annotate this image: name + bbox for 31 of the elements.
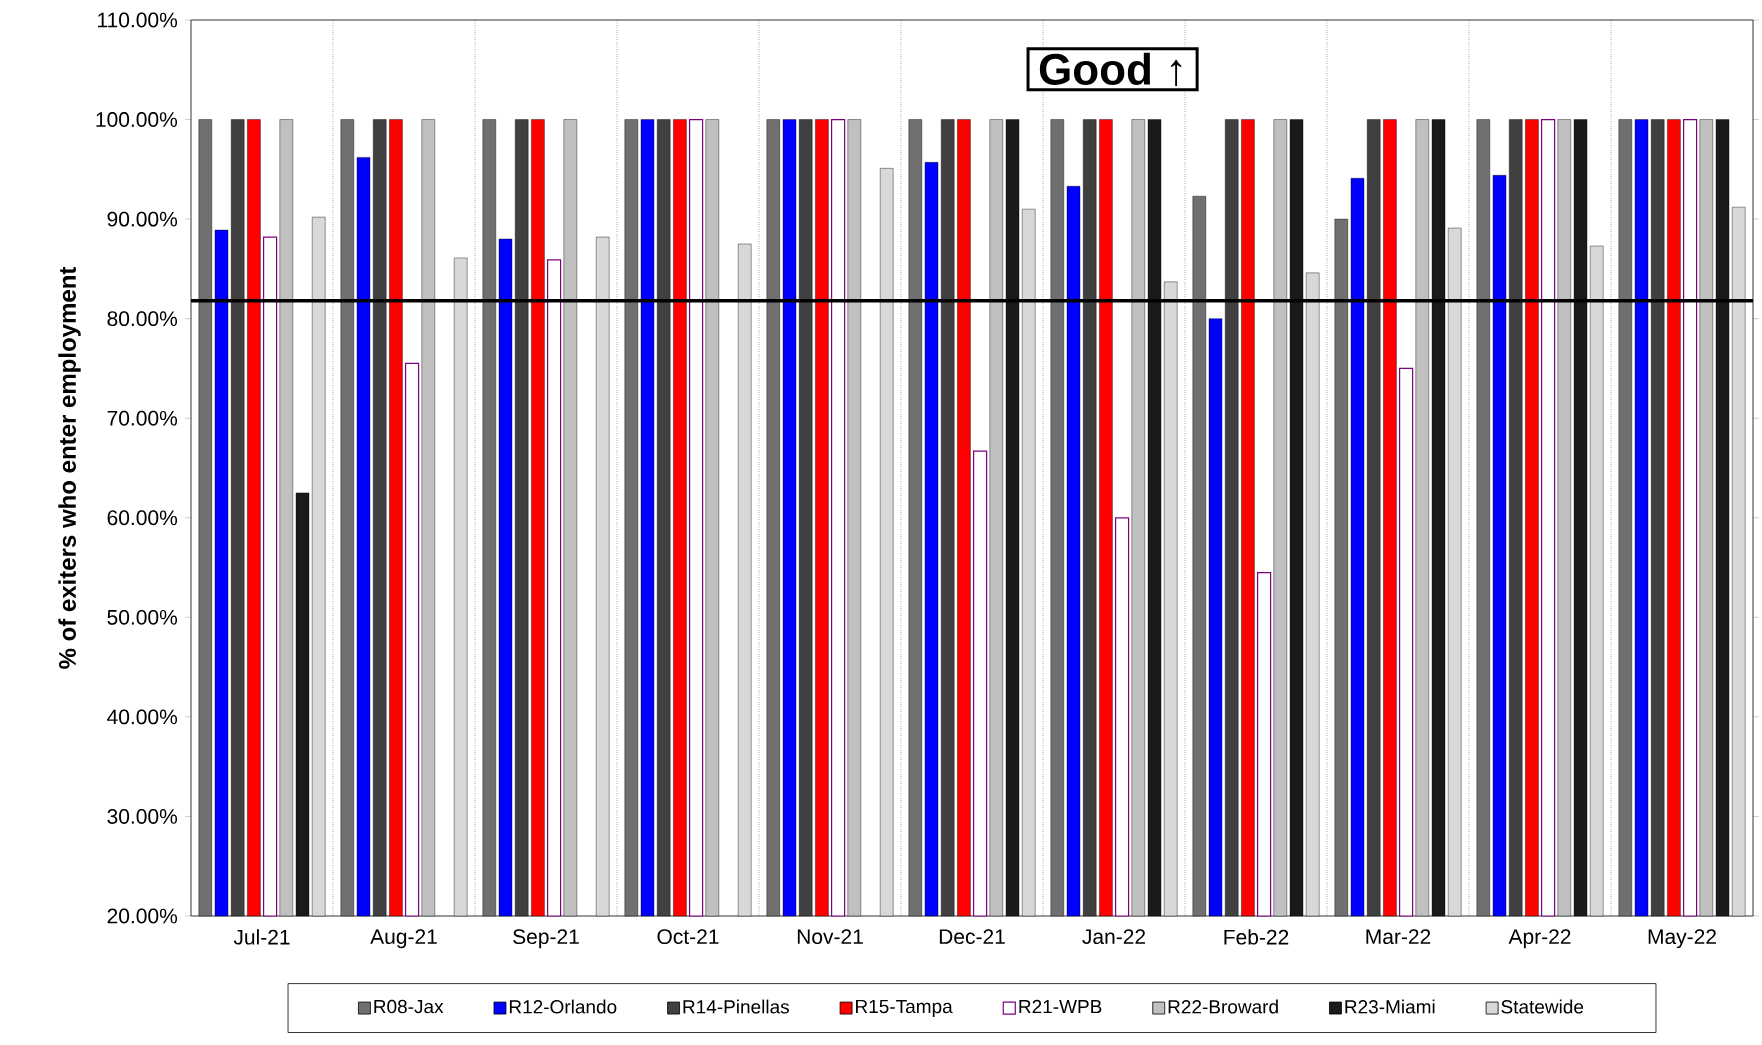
y-tick-label: 90.00% — [107, 211, 178, 227]
x-tick-label: Oct-21 — [657, 929, 719, 945]
y-tick-label: 60.00% — [107, 510, 178, 526]
annotation: Good ↑ — [1039, 52, 1182, 86]
y-tick-label: 100.00% — [96, 112, 178, 127]
y-tick-label: 30.00% — [107, 809, 178, 824]
x-tick-label: May-22 — [1648, 929, 1716, 949]
x-tick-label: Sep-21 — [513, 929, 579, 949]
legend-label: R08-Jax — [374, 999, 444, 1014]
y-tick-label: 50.00% — [107, 609, 178, 625]
x-tick-label: Aug-21 — [370, 929, 437, 949]
x-tick-label: Feb-22 — [1224, 929, 1289, 945]
legend-label: Statewide — [1501, 999, 1584, 1014]
x-tick-label: Dec-21 — [939, 929, 1005, 945]
y-tick-label: 40.00% — [107, 709, 178, 725]
x-tick-label: Jan-22 — [1082, 929, 1146, 945]
legend-label: R14-Pinellas — [683, 999, 789, 1014]
legend-label: R12-Orlando — [509, 999, 617, 1014]
y-tick-label: 20.00% — [107, 908, 178, 924]
x-tick-label: Jul-21 — [233, 929, 290, 945]
y-tick-label: 80.00% — [107, 311, 178, 327]
y-axis-title: % of exiters who enter employment — [58, 266, 81, 669]
legend-label: R23-Miami — [1345, 999, 1435, 1014]
legend-label: R22-Broward — [1168, 999, 1278, 1014]
legend-label: R21-WPB — [1019, 999, 1102, 1014]
x-tick-label: Nov-21 — [797, 929, 863, 945]
x-tick-label: Mar-22 — [1366, 929, 1431, 945]
legend-label: R15-Tampa — [856, 999, 953, 1017]
y-tick-label: 70.00% — [107, 410, 178, 426]
y-tick-label: 110.00% — [98, 12, 178, 28]
x-tick-label: Apr-22 — [1508, 929, 1571, 949]
